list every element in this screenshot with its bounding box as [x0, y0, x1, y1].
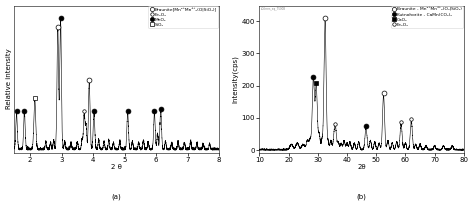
Legend: Braunite - Mn²⁺Mn⁶⁺₆(O₄|SiO₄), Kutnohorite - CaMn(CO₃)₂, CaO₂, Fe₂O₃: Braunite - Mn²⁺Mn⁶⁺₆(O₄|SiO₄), Kutnohori… [391, 7, 463, 28]
Y-axis label: Intensity(cps): Intensity(cps) [232, 55, 239, 103]
Text: (a): (a) [112, 194, 121, 200]
Y-axis label: Relative intensity: Relative intensity [6, 49, 11, 109]
Legend: Braunite[Mn²⁺Mn⁶⁺₆(O|SiO₄)], Fe₂O₃, MnO₂, SiO₂: Braunite[Mn²⁺Mn⁶⁺₆(O|SiO₄)], Fe₂O₃, MnO₂… [148, 7, 218, 28]
X-axis label: 2 θ: 2 θ [111, 164, 122, 170]
X-axis label: 2θ: 2θ [357, 164, 366, 170]
Text: (b): (b) [356, 194, 366, 200]
Text: sCthres_eq_7500B: sCthres_eq_7500B [261, 7, 286, 11]
